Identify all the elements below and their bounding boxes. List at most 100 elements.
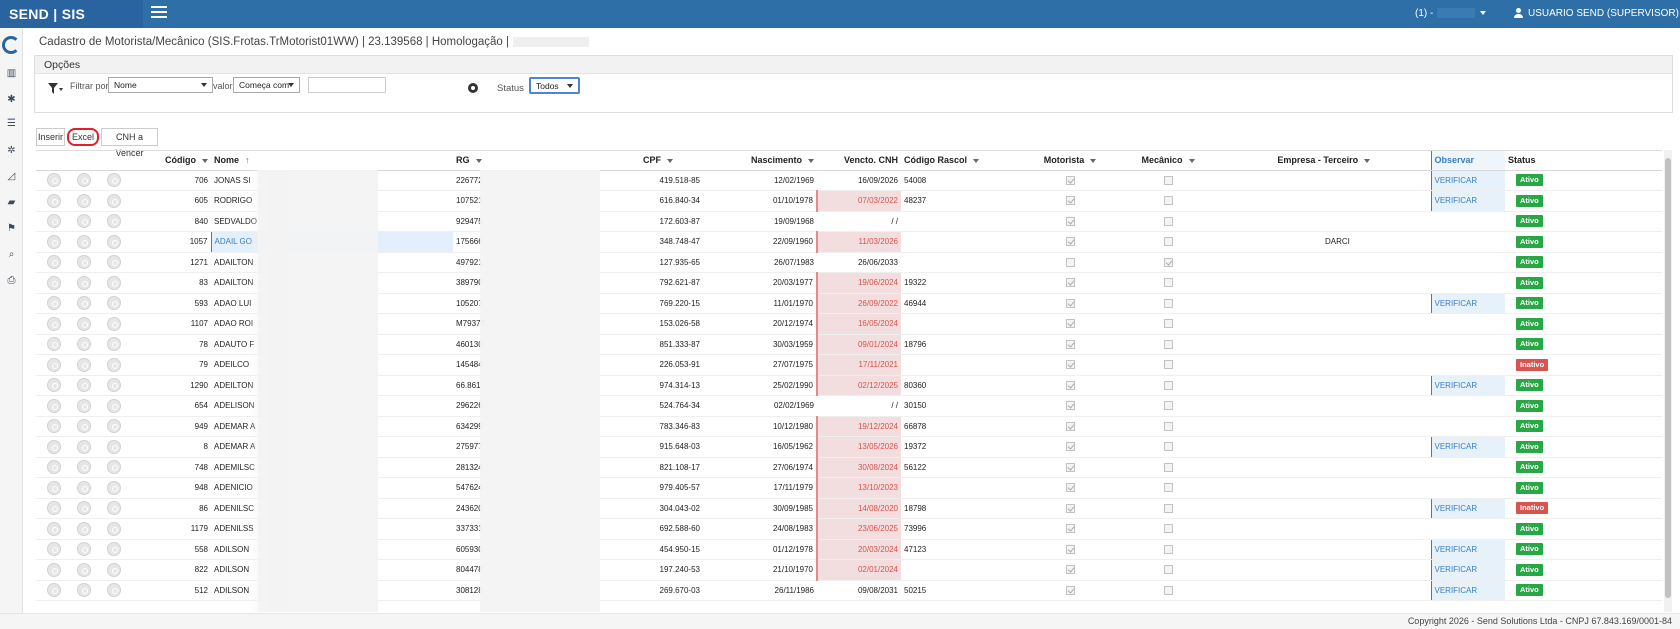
mecanico-checkbox[interactable] [1163, 278, 1173, 288]
history-icon[interactable] [107, 398, 121, 413]
edit-icon[interactable] [77, 173, 91, 188]
edit-icon[interactable] [77, 337, 91, 352]
history-icon[interactable] [107, 542, 121, 557]
edit-icon[interactable] [77, 419, 91, 434]
cell-observar[interactable]: VERIFICAR [1430, 436, 1505, 458]
motorista-checkbox[interactable] [1065, 319, 1075, 329]
edit-icon[interactable] [77, 398, 91, 413]
view-icon[interactable] [47, 439, 61, 454]
edit-icon[interactable] [77, 296, 91, 311]
motorista-checkbox[interactable] [1065, 196, 1075, 206]
motorista-checkbox[interactable] [1065, 585, 1075, 595]
filter-field-select[interactable]: Nome [108, 77, 213, 93]
history-icon[interactable] [107, 173, 121, 188]
motorista-checkbox[interactable] [1065, 421, 1075, 431]
edit-icon[interactable] [77, 562, 91, 577]
view-icon[interactable] [47, 255, 61, 270]
value-operator-select[interactable]: Começa com [233, 77, 300, 93]
cell-observar[interactable]: VERIFICAR [1430, 498, 1505, 519]
table-row[interactable]: 558 ADILSON 605930 454.950-15 01/12/1978 20/0… [36, 539, 1662, 560]
mecanico-checkbox[interactable] [1163, 421, 1173, 431]
mecanico-checkbox[interactable] [1163, 298, 1173, 308]
search-icon[interactable]: ⌕ [8, 249, 15, 260]
mecanico-checkbox[interactable] [1163, 319, 1173, 329]
mecanico-checkbox[interactable] [1163, 544, 1173, 554]
motorista-checkbox[interactable] [1065, 483, 1075, 493]
cell-observar[interactable]: VERIFICAR [1430, 293, 1505, 314]
history-icon[interactable] [107, 501, 121, 516]
view-icon[interactable] [47, 234, 61, 249]
view-icon[interactable] [47, 173, 61, 188]
history-icon[interactable] [107, 193, 121, 208]
col-rg[interactable]: RG [453, 151, 583, 171]
motorista-checkbox[interactable] [1065, 544, 1075, 554]
edit-icon[interactable] [77, 378, 91, 393]
view-icon[interactable] [47, 521, 61, 536]
view-icon[interactable] [47, 480, 61, 495]
list-icon[interactable]: ☰ [7, 118, 16, 129]
motorista-checkbox[interactable] [1065, 298, 1075, 308]
area-chart-icon[interactable]: ◿ [7, 171, 16, 182]
cell-observar[interactable]: VERIFICAR [1430, 190, 1505, 212]
truck-icon[interactable]: ▰ [7, 197, 16, 208]
view-icon[interactable] [47, 378, 61, 393]
col-cpf[interactable]: CPF [583, 151, 703, 171]
view-icon[interactable] [47, 501, 61, 516]
mecanico-checkbox[interactable] [1163, 442, 1173, 452]
edit-icon[interactable] [77, 501, 91, 516]
excel-button[interactable]: Excel [67, 128, 99, 146]
edit-icon[interactable] [77, 542, 91, 557]
col-empresa[interactable]: Empresa - Terceiro [1217, 151, 1431, 171]
motorista-checkbox[interactable] [1065, 175, 1075, 185]
mecanico-checkbox[interactable] [1163, 483, 1173, 493]
insert-button[interactable]: Inserir [36, 128, 65, 146]
mecanico-checkbox[interactable] [1163, 462, 1173, 472]
col-status[interactable]: Status [1505, 151, 1662, 171]
edit-icon[interactable] [77, 521, 91, 536]
edit-icon[interactable] [77, 583, 91, 598]
mecanico-checkbox[interactable] [1163, 196, 1173, 206]
gears-icon[interactable]: ✲ [7, 145, 16, 156]
mecanico-checkbox[interactable] [1163, 565, 1173, 575]
motorista-checkbox[interactable] [1065, 380, 1075, 390]
mecanico-checkbox[interactable] [1163, 339, 1173, 349]
hamburger-menu-icon[interactable] [151, 6, 167, 20]
cnh-expiring-button[interactable]: CNH a Vencer [101, 128, 158, 158]
cell-observar[interactable]: VERIFICAR [1430, 559, 1505, 581]
mecanico-checkbox[interactable] [1163, 175, 1173, 185]
top-counter-dropdown[interactable]: (1) - [1415, 0, 1487, 28]
history-icon[interactable] [107, 439, 121, 454]
history-icon[interactable] [107, 378, 121, 393]
col-motorista[interactable]: Motorista [1021, 151, 1119, 171]
edit-icon[interactable] [77, 275, 91, 290]
mecanico-checkbox[interactable] [1163, 360, 1173, 370]
mecanico-checkbox[interactable] [1163, 380, 1173, 390]
edit-icon[interactable] [77, 480, 91, 495]
mecanico-checkbox[interactable] [1163, 216, 1173, 226]
motorista-checkbox[interactable] [1065, 401, 1075, 411]
edit-icon[interactable] [77, 357, 91, 372]
motorista-checkbox[interactable] [1065, 237, 1075, 247]
col-nascimento[interactable]: Nascimento [703, 151, 817, 171]
view-icon[interactable] [47, 357, 61, 372]
filter-value-input[interactable] [308, 77, 386, 93]
history-icon[interactable] [107, 562, 121, 577]
col-rascol[interactable]: Código Rascol [901, 151, 1021, 171]
user-menu[interactable]: USUARIO SEND (SUPERVISOR) [1514, 0, 1680, 44]
history-icon[interactable] [107, 357, 121, 372]
edit-icon[interactable] [77, 316, 91, 331]
edit-icon[interactable] [77, 439, 91, 454]
mecanico-checkbox[interactable] [1163, 503, 1173, 513]
view-icon[interactable] [47, 214, 61, 229]
motorista-checkbox[interactable] [1065, 524, 1075, 534]
motorista-checkbox[interactable] [1065, 503, 1075, 513]
view-icon[interactable] [47, 398, 61, 413]
motorista-checkbox[interactable] [1065, 339, 1075, 349]
history-icon[interactable] [107, 521, 121, 536]
edit-icon[interactable] [77, 193, 91, 208]
history-icon[interactable] [107, 214, 121, 229]
history-icon[interactable] [107, 275, 121, 290]
mecanico-checkbox[interactable] [1163, 524, 1173, 534]
motorista-checkbox[interactable] [1065, 565, 1075, 575]
filter-icon[interactable] [48, 82, 63, 94]
